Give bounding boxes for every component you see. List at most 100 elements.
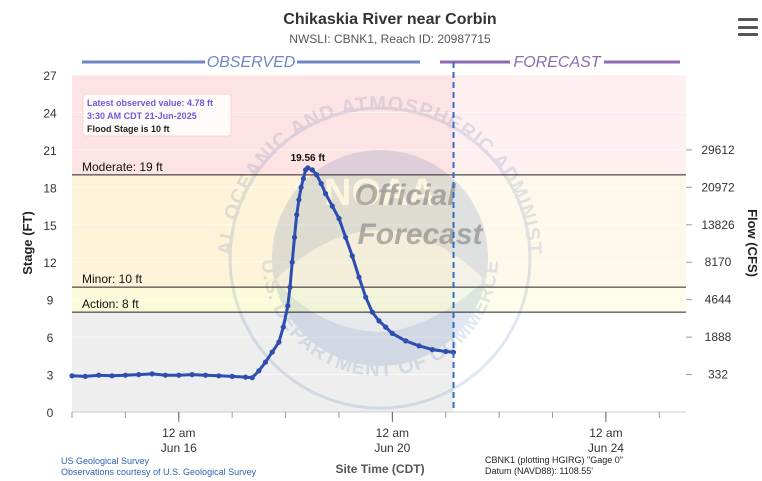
series-point-26: [298, 184, 304, 190]
series-point-24: [294, 212, 300, 218]
series-point-22: [289, 259, 295, 265]
x-tick-label-date: Jun 24: [588, 441, 624, 455]
forecast-label: FORECAST: [513, 54, 601, 71]
series-point-34: [329, 203, 335, 209]
series-point-17: [269, 349, 275, 355]
flood-stage-text: Flood Stage is 10 ft: [87, 124, 170, 134]
flow-axis: 332 1888 4644 8170 13826 20972 29612: [686, 143, 735, 382]
series-point-30: [309, 167, 315, 173]
latest-value-box-bg: [82, 93, 232, 137]
series-point-9: [189, 372, 195, 378]
x-tick-label-time: 12 am: [589, 426, 622, 440]
latest-observed-value: Latest observed value: 4.78 ft: [87, 98, 213, 108]
series-point-18: [276, 339, 282, 345]
peak-label: 19.56 ft: [291, 153, 326, 164]
flow-axis-title: Flow (CFS): [745, 209, 760, 277]
observations-courtesy-text: Observations courtesy of U.S. Geological…: [61, 467, 257, 477]
y-tick-label-24: 24: [43, 106, 57, 120]
official-forecast-stamp: Official Forecast: [354, 179, 484, 251]
series-point-14: [249, 375, 255, 381]
threshold-label-moderate: Moderate: 19 ft: [82, 160, 163, 174]
chart-title: Chikaskia River near Corbin: [283, 11, 496, 28]
y-axis: 0 3 6 9 12 15 18 21 24 27: [43, 69, 57, 420]
peak-annotation: 19.56 ft: [291, 153, 326, 164]
series-point-42: [383, 324, 389, 330]
series-point-8: [176, 372, 182, 378]
forecast-band-10-19: [453, 174, 686, 288]
menu-bar-2: [738, 25, 758, 29]
series-point-33: [323, 191, 329, 197]
datum-plotting-text: CBNK1 (plotting HGIRG) "Gage 0": [485, 455, 623, 465]
chart-subtitle: NWSLI: CBNK1, Reach ID: 20987715: [289, 32, 491, 46]
y-tick-label-15: 15: [43, 219, 57, 233]
series-point-37: [349, 253, 355, 259]
series-point-41: [376, 318, 382, 324]
series-point-15: [256, 368, 262, 374]
datum-navd88-text: Datum (NAVD88): 1108.55': [485, 466, 593, 476]
y-tick-label-9: 9: [47, 294, 54, 308]
series-point-32: [318, 181, 324, 187]
observed-series: [69, 165, 457, 381]
y-tick-label-18: 18: [43, 181, 57, 195]
series-point-20: [285, 303, 291, 309]
threshold-label-minor: Minor: 10 ft: [82, 272, 143, 286]
stamp-forecast-text: Forecast: [357, 218, 484, 251]
series-point-40: [369, 309, 375, 315]
flow-tick-label-4644: 4644: [705, 293, 732, 307]
menu-bar-1: [738, 18, 758, 21]
series-point-36: [343, 234, 349, 240]
x-axis-title: Site Time (CDT): [335, 462, 424, 476]
y-tick-label-6: 6: [47, 331, 54, 345]
series-point-25: [296, 197, 302, 203]
series-point-6: [149, 371, 155, 377]
flow-tick-label-20972: 20972: [701, 180, 735, 194]
series-point-39: [363, 294, 369, 300]
stamp-official-text: Official: [354, 179, 456, 212]
seal-noaa-text: NOAA: [324, 172, 436, 214]
latest-observed-time: 3:30 AM CDT 21-Jun-2025: [87, 111, 197, 121]
latest-value-box: Latest observed value: 4.78 ft 3:30 AM C…: [82, 93, 232, 137]
series-point-35: [336, 215, 342, 222]
flow-tick-label-1888: 1888: [705, 330, 732, 344]
flow-tick-label-13826: 13826: [701, 218, 735, 232]
series-point-27: [300, 176, 306, 182]
series-point-44: [403, 338, 409, 344]
series-point-29: [305, 165, 311, 171]
series-point-19: [280, 324, 286, 330]
menu-bar-3: [738, 33, 758, 36]
series-point-3: [109, 373, 115, 379]
series-point-7: [162, 372, 168, 378]
flow-tick-label-8170: 8170: [705, 255, 732, 269]
y-tick-label-12: 12: [43, 256, 57, 270]
series-point-23: [291, 234, 298, 240]
forecast-band-19-27: [453, 75, 686, 175]
flow-tick-label-332: 332: [708, 368, 728, 382]
series-point-45: [416, 343, 422, 349]
series-point-46: [429, 347, 435, 353]
series-point-5: [136, 372, 142, 378]
x-tick-label-date: Jun 16: [161, 441, 197, 455]
x-tick-label-date: Jun 20: [374, 441, 410, 455]
series-point-10: [202, 372, 209, 378]
series-point-2: [96, 372, 102, 378]
series-point-13: [242, 374, 249, 380]
series-point-38: [356, 274, 362, 280]
hamburger-menu-icon[interactable]: [738, 18, 758, 36]
series-point-43: [389, 330, 395, 336]
series-point-0: [69, 373, 75, 379]
series-point-11: [216, 373, 222, 379]
threshold-label-action: Action: 8 ft: [82, 297, 139, 311]
seal-outer-ring: [228, 106, 532, 410]
series-point-21: [287, 284, 293, 290]
series-point-47: [443, 348, 449, 355]
band-0-8: [72, 312, 454, 412]
source-usgs-text: US Geological Survey: [61, 456, 150, 466]
series-point-4: [122, 372, 128, 378]
series-point-31: [314, 172, 320, 178]
x-tick-label-time: 12 am: [162, 426, 195, 440]
y-tick-label-27: 27: [43, 69, 57, 83]
y-tick-label-21: 21: [43, 144, 57, 158]
y-tick-label-3: 3: [47, 369, 54, 383]
